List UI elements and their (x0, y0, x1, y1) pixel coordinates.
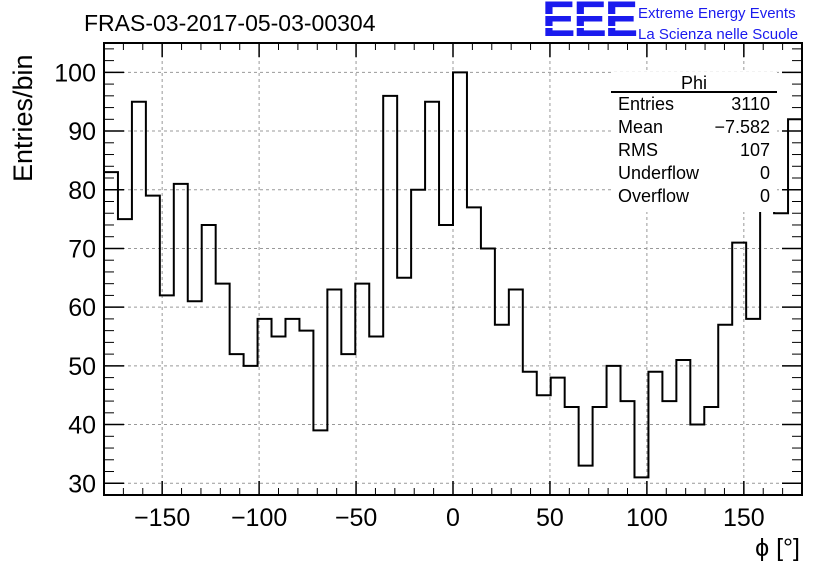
stats-value: 107 (739, 140, 770, 160)
stats-divider (611, 91, 777, 93)
stats-label: Mean (618, 117, 664, 137)
logo-stripe (542, 26, 638, 28)
x-tick-label: 0 (446, 504, 460, 532)
stats-label: Underflow (618, 163, 700, 183)
plot-title: FRAS-03-2017-05-03-00304 (84, 10, 376, 36)
x-tick-label: −150 (134, 504, 190, 532)
eee-logo-text: EEE (542, 0, 638, 47)
y-axis-label: Entries/bin (8, 54, 38, 182)
logo-stripe (542, 14, 638, 16)
stats-box: Phi Entries 3110 Mean −7.582 RMS 107 Und… (611, 72, 777, 212)
y-tick-label: 60 (68, 294, 96, 322)
stats-row-overflow: Overflow 0 (618, 186, 770, 208)
y-tick-label: 90 (68, 118, 96, 146)
x-tick-label: 150 (723, 504, 765, 532)
stats-row-mean: Mean −7.582 (618, 117, 770, 139)
x-axis-label: ϕ [°] (755, 534, 800, 562)
y-tick-label: 80 (68, 177, 96, 205)
stats-label: Entries (618, 94, 675, 114)
plot-frame (103, 42, 803, 496)
y-tick-label: 40 (68, 412, 96, 440)
x-tick-label: 100 (626, 504, 668, 532)
axis-ticks (103, 43, 803, 496)
y-tick-label: 70 (68, 235, 96, 263)
x-tick-label: 50 (536, 504, 564, 532)
stats-value: 3110 (731, 94, 770, 114)
eee-logo: EEE (542, 0, 642, 47)
histogram-step-line (104, 71, 802, 479)
brand-line-1: Extreme Energy Events (638, 5, 796, 22)
stats-row-entries: Entries 3110 (618, 94, 770, 116)
stats-row-rms: RMS 107 (618, 140, 770, 162)
stats-value: 0 (759, 163, 770, 183)
y-tick-label: 50 (68, 353, 96, 381)
x-tick-label: −50 (335, 504, 377, 532)
stats-label: RMS (618, 140, 658, 160)
stats-row-underflow: Underflow 0 (618, 163, 770, 185)
brand-line-2: La Scienza nelle Scuole (638, 26, 799, 43)
stats-value: −7.582 (714, 117, 770, 137)
y-tick-label: 100 (54, 59, 96, 87)
stats-title: Phi (680, 73, 707, 93)
x-tick-label: −100 (231, 504, 287, 532)
tick-labels: −150 −100 −50 0 50 100 150 30 40 50 60 70 80 90 100 (54, 59, 764, 532)
brand-text: Extreme Energy Events La Scienza nelle S… (638, 3, 798, 45)
stats-value: 0 (759, 186, 770, 206)
stats-label: Overflow (618, 186, 690, 206)
y-tick-label: 30 (68, 470, 96, 498)
